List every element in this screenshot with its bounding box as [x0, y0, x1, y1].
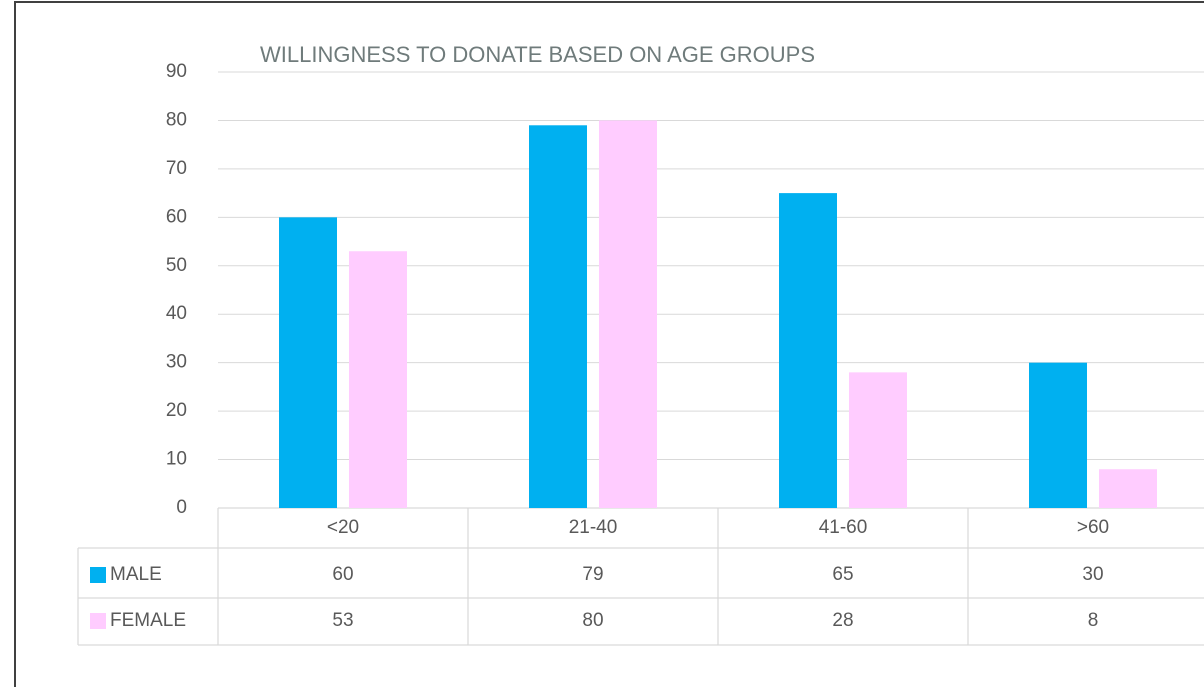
- legend-label: MALE: [110, 564, 162, 585]
- table-value: 8: [1088, 610, 1099, 631]
- bar: [599, 120, 657, 508]
- x-tick-label: 41-60: [819, 517, 868, 538]
- table-value: 30: [1082, 564, 1103, 585]
- legend-swatch: [90, 613, 106, 629]
- chart-title: WILLINGNESS TO DONATE BASED ON AGE GROUP…: [260, 42, 815, 67]
- y-tick-label: 40: [166, 303, 187, 324]
- table-value: 28: [832, 610, 853, 631]
- bar: [279, 217, 337, 509]
- y-tick-label: 70: [166, 158, 187, 179]
- bar: [849, 372, 907, 508]
- bar: [1029, 362, 1087, 508]
- y-tick-label: 90: [166, 61, 187, 82]
- bar: [349, 251, 407, 508]
- y-tick-label: 0: [176, 497, 187, 518]
- y-tick-label: 60: [166, 206, 187, 227]
- legend-label: FEMALE: [110, 610, 186, 631]
- y-tick-label: 20: [166, 400, 187, 421]
- table-value: 79: [582, 564, 603, 585]
- x-tick-label: >60: [1077, 517, 1109, 538]
- table-value: 53: [332, 610, 353, 631]
- bar: [1099, 469, 1157, 508]
- legend-swatch: [90, 567, 106, 583]
- x-tick-label: 21-40: [569, 517, 618, 538]
- y-tick-label: 10: [166, 449, 187, 470]
- y-tick-label: 50: [166, 255, 187, 276]
- table-value: 80: [582, 610, 603, 631]
- bar: [779, 193, 837, 508]
- bar: [529, 125, 587, 509]
- y-tick-label: 80: [166, 109, 187, 130]
- table-value: 65: [832, 564, 853, 585]
- y-tick-label: 30: [166, 352, 187, 373]
- chart-border: [14, 1, 1204, 687]
- x-tick-label: <20: [327, 517, 359, 538]
- table-value: 60: [332, 564, 353, 585]
